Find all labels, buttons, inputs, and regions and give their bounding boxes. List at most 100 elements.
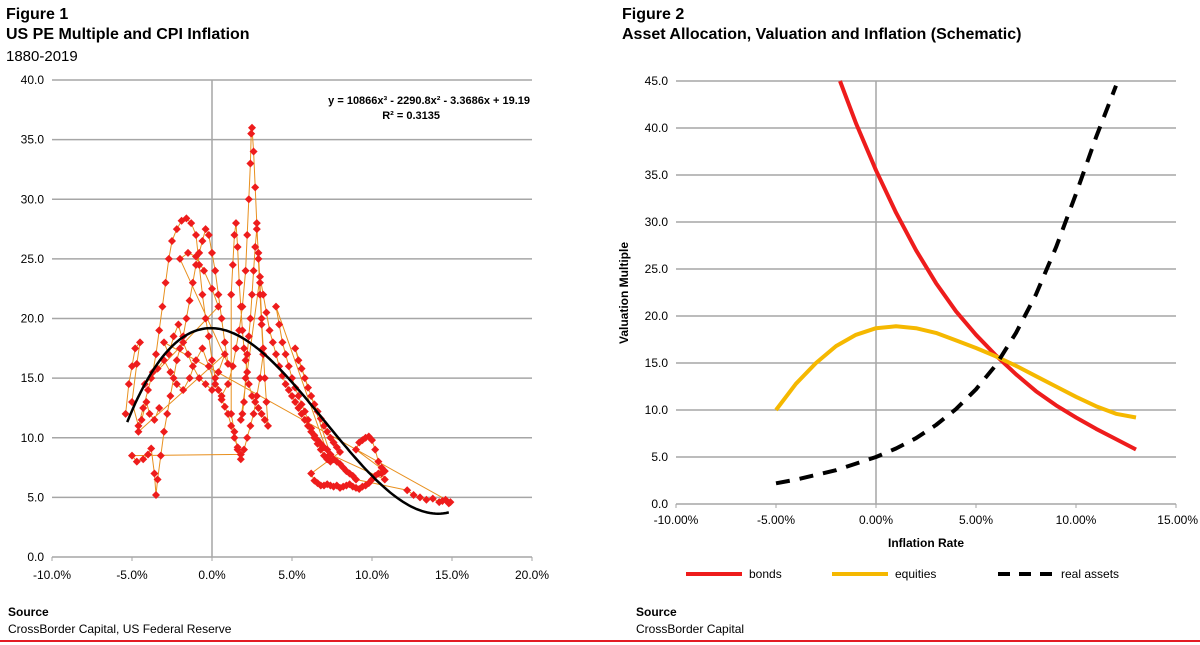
scatter-point	[192, 260, 200, 269]
scatter-point	[307, 424, 316, 433]
scatter-point	[368, 436, 376, 445]
figure-2-panel: Figure 2 Asset Allocation, Valuation and…	[600, 0, 1200, 645]
scatter-point	[204, 332, 213, 341]
scatter-point	[139, 455, 148, 464]
scatter-point	[230, 231, 239, 240]
scatter-point	[184, 350, 192, 359]
scatter-point	[288, 392, 296, 401]
scatter-point	[249, 266, 258, 275]
scatter-point	[236, 415, 245, 424]
y-tick-label: 10.0	[645, 403, 669, 417]
y-axis-label: Valuation Multiple	[617, 242, 631, 344]
scatter-point	[403, 486, 412, 495]
scatter-point	[243, 433, 252, 442]
scatter-point	[201, 225, 210, 234]
scatter-point	[238, 326, 247, 335]
x-tick-label: 5.0%	[278, 568, 306, 582]
scatter-point	[380, 475, 389, 484]
scatter-point	[131, 344, 140, 353]
figure-1-label: Figure 1	[6, 6, 69, 23]
scatter-point	[152, 350, 160, 359]
figure-1-panel: Figure 1 US PE Multiple and CPI Inflatio…	[6, 6, 549, 636]
scatter-point	[409, 490, 418, 499]
scatter-point	[137, 415, 146, 424]
scatter-point	[244, 332, 253, 341]
scatter-point	[241, 356, 250, 365]
scatter-point	[208, 356, 216, 365]
scatter-point	[147, 444, 156, 453]
scatter-point	[220, 402, 229, 411]
scatter-point	[281, 350, 290, 359]
x-tick-label: 15.0%	[435, 568, 469, 582]
scatter-point	[169, 332, 178, 341]
scatter-point	[185, 374, 194, 383]
scatter-point	[304, 415, 312, 424]
scatter-point	[241, 266, 250, 275]
scatter-point	[297, 400, 306, 409]
x-tick-label: 0.0%	[198, 568, 226, 582]
scatter-point	[257, 320, 266, 329]
scatter-point	[187, 219, 196, 228]
scatter-point	[233, 242, 242, 251]
chart-1-axes	[51, 80, 533, 561]
scatter-point	[214, 368, 223, 377]
scatter-connector-line	[125, 127, 452, 504]
scatter-point	[208, 284, 216, 293]
scatter-point	[256, 272, 264, 281]
scatter-point	[240, 344, 248, 353]
scatter-point	[214, 302, 223, 311]
scatter-point	[208, 248, 216, 257]
scatter-point	[128, 451, 136, 460]
scatter-point	[260, 374, 269, 383]
scatter-point	[422, 495, 431, 504]
y-tick-label: 30.0	[21, 192, 45, 206]
scatter-point	[323, 427, 332, 436]
scatter-point	[172, 225, 181, 234]
scatter-point	[230, 433, 239, 442]
scatter-point	[214, 290, 223, 299]
scatter-point	[246, 314, 255, 323]
x-tick-label: 15.00%	[1157, 513, 1198, 527]
scatter-point	[188, 278, 197, 287]
scatter-point	[247, 129, 256, 138]
trendline-equation: y = 10866x³ - 2290.8x² - 3.3686x + 19.19	[328, 95, 530, 107]
scatter-point	[227, 421, 236, 430]
scatter-point	[166, 368, 175, 377]
scatter-point	[252, 225, 261, 234]
scatter-point	[256, 278, 264, 287]
scatter-point	[152, 490, 160, 499]
scatter-point	[230, 427, 239, 436]
scatter-point	[291, 397, 300, 406]
scatter-point	[248, 123, 256, 132]
scatter-point	[294, 392, 303, 401]
scatter-point	[278, 338, 287, 347]
scatter-point	[168, 236, 176, 245]
scatter-point	[185, 296, 194, 305]
y-tick-label: 25.0	[21, 252, 45, 266]
scatter-point	[249, 147, 258, 156]
scatter-point	[243, 350, 252, 359]
chart-2-legend: bonds equities real assets	[686, 567, 1119, 581]
scatter-point	[262, 308, 271, 317]
scatter-point	[132, 457, 141, 466]
scatter-point	[307, 392, 316, 401]
scatter-point	[371, 445, 380, 454]
scatter-point	[428, 494, 437, 503]
scatter-point	[272, 302, 280, 311]
scatter-point	[284, 362, 293, 371]
scatter-point	[132, 359, 141, 368]
scatter-point	[235, 278, 244, 287]
scatter-point	[252, 219, 261, 228]
scatter-point	[244, 380, 253, 389]
chart-2-tick-labels: 0.0 5.0 10.0 15.0 20.0 25.0 30.0 35.0 40.0 45.0 -1…	[645, 74, 1199, 527]
y-tick-label: 15.0	[21, 371, 45, 385]
scatter-point	[240, 397, 248, 406]
scatter-point	[176, 344, 184, 353]
scatter-point	[153, 475, 162, 484]
scatter-point	[195, 374, 204, 383]
chart-2-axes	[675, 81, 1177, 508]
scatter-point	[262, 397, 271, 406]
scatter-point	[182, 214, 191, 223]
scatter-point	[238, 409, 247, 418]
scatter-point	[166, 392, 175, 401]
